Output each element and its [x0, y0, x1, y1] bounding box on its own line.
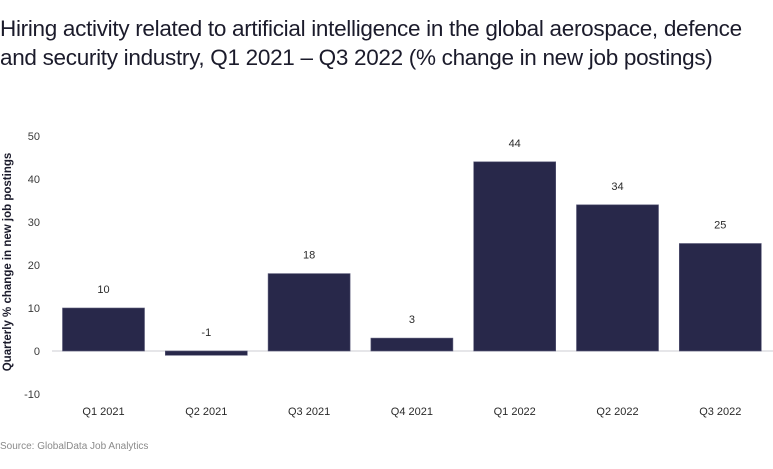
- data-labels: 10 -1 18 3 44 34 25: [97, 138, 726, 339]
- x-axis-ticks: Q1 2021 Q2 2021 Q3 2021 Q4 2021 Q1 2022 Q2 20…: [82, 406, 741, 418]
- data-label: 18: [303, 250, 315, 262]
- bar: [267, 273, 351, 352]
- y-tick-label: 0: [34, 346, 40, 358]
- x-tick-label: Q2 2021: [185, 406, 227, 418]
- x-tick-label: Q4 2021: [391, 406, 433, 418]
- y-axis-ticks: 50 40 30 20 10 0 -10: [24, 131, 40, 401]
- x-tick-label: Q1 2021: [82, 406, 124, 418]
- bar: [370, 337, 454, 352]
- x-tick-label: Q1 2022: [494, 406, 536, 418]
- y-tick-label: 50: [28, 131, 40, 143]
- bar: [576, 204, 659, 352]
- source-note: Source: GlobalData Job Analytics: [0, 441, 149, 452]
- data-label: 25: [714, 220, 726, 232]
- x-tick-label: Q3 2021: [288, 406, 330, 418]
- data-label: -1: [201, 327, 211, 339]
- data-label: 34: [611, 181, 623, 193]
- x-tick-label: Q3 2022: [699, 406, 741, 418]
- data-label: 44: [509, 138, 521, 150]
- chart-title: Hiring activity related to artificial in…: [0, 16, 742, 70]
- y-tick-label: 10: [28, 303, 40, 315]
- y-tick-label: 30: [28, 217, 40, 229]
- bar: [62, 307, 145, 352]
- y-tick-label: 20: [28, 260, 40, 272]
- bars: [62, 161, 762, 356]
- y-tick-label: 40: [28, 174, 40, 186]
- bar: [165, 350, 248, 356]
- y-tick-label: -10: [24, 389, 40, 401]
- data-label: 10: [97, 284, 109, 296]
- x-tick-label: Q2 2022: [596, 406, 638, 418]
- bar: [473, 161, 557, 352]
- bar: [678, 243, 762, 352]
- data-label: 3: [409, 314, 415, 326]
